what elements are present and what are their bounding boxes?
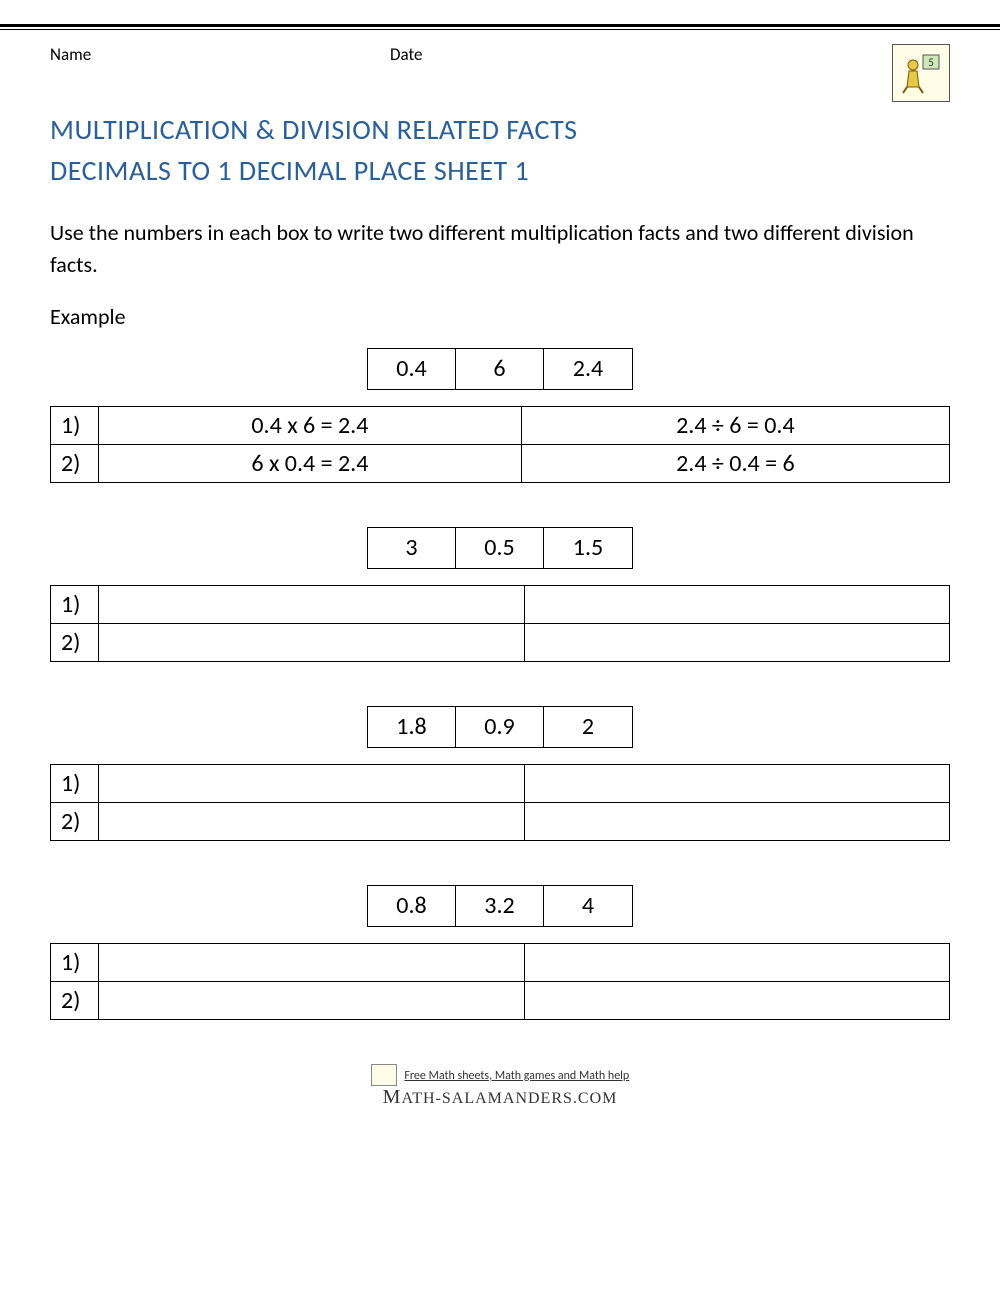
worksheet-title: MULTIPLICATION & DIVISION RELATED FACTS …: [50, 110, 870, 191]
facts-table: 1) 2): [50, 764, 950, 841]
mult-cell[interactable]: [99, 623, 525, 661]
title-line-1: MULTIPLICATION & DIVISION RELATED FACTS: [50, 112, 577, 147]
footer-brand: MATH-SALAMANDERS.COM: [383, 1090, 618, 1107]
number-cell: 3: [368, 528, 456, 568]
table-row: 1): [51, 764, 950, 802]
row-index: 1): [51, 943, 99, 981]
number-box-wrap: 0.4 6 2.4: [50, 348, 950, 390]
div-cell[interactable]: [524, 943, 950, 981]
div-cell[interactable]: [524, 585, 950, 623]
number-cell: 4: [544, 886, 632, 926]
title-line-2: DECIMALS TO 1 DECIMAL PLACE SHEET 1: [50, 153, 529, 188]
number-cell: 0.4: [368, 349, 456, 389]
svg-text:5: 5: [928, 56, 934, 69]
section-3: 0.8 3.2 4 1) 2): [50, 885, 950, 1020]
number-cell: 2.4: [544, 349, 632, 389]
number-box-wrap: 3 0.5 1.5: [50, 527, 950, 569]
table-row: 1) 0.4 x 6 = 2.4 2.4 ÷ 6 = 0.4: [51, 406, 950, 444]
div-cell[interactable]: [524, 764, 950, 802]
number-box-wrap: 0.8 3.2 4: [50, 885, 950, 927]
facts-table: 1) 2): [50, 943, 950, 1020]
instructions-text: Use the numbers in each box to write two…: [50, 217, 950, 281]
number-cell: 1.8: [368, 707, 456, 747]
row-index: 2): [51, 623, 99, 661]
row-index: 2): [51, 802, 99, 840]
mult-cell: 0.4 x 6 = 2.4: [99, 406, 522, 444]
number-cell: 0.5: [456, 528, 544, 568]
number-cell: 1.5: [544, 528, 632, 568]
table-row: 2): [51, 802, 950, 840]
row-index: 1): [51, 585, 99, 623]
number-box: 3 0.5 1.5: [367, 527, 633, 569]
content-area: Name Date 5 MULTIPLICATION & DIVISION RE…: [0, 30, 1000, 1159]
facts-table: 1) 2): [50, 585, 950, 662]
table-row: 1): [51, 585, 950, 623]
row-index: 1): [51, 406, 99, 444]
mult-cell[interactable]: [99, 981, 525, 1019]
number-box: 1.8 0.9 2: [367, 706, 633, 748]
div-cell[interactable]: [524, 802, 950, 840]
div-cell[interactable]: [524, 981, 950, 1019]
facts-table: 1) 0.4 x 6 = 2.4 2.4 ÷ 6 = 0.4 2) 6 x 0.…: [50, 406, 950, 483]
footer: Free Math sheets, Math games and Math he…: [50, 1064, 950, 1139]
row-index: 2): [51, 981, 99, 1019]
table-row: 2): [51, 981, 950, 1019]
div-cell[interactable]: [524, 623, 950, 661]
row-index: 2): [51, 444, 99, 482]
div-cell: 2.4 ÷ 0.4 = 6: [521, 444, 949, 482]
number-cell: 3.2: [456, 886, 544, 926]
number-cell: 6: [456, 349, 544, 389]
mult-cell: 6 x 0.4 = 2.4: [99, 444, 522, 482]
section-example: 0.4 6 2.4 1) 0.4 x 6 = 2.4 2.4 ÷ 6 = 0.4…: [50, 348, 950, 483]
table-row: 1): [51, 943, 950, 981]
name-label: Name: [50, 44, 390, 65]
worksheet-page: Name Date 5 MULTIPLICATION & DIVISION RE…: [0, 24, 1000, 1159]
example-label: Example: [50, 303, 950, 330]
section-1: 3 0.5 1.5 1) 2): [50, 527, 950, 662]
number-box: 0.8 3.2 4: [367, 885, 633, 927]
footer-logo-icon: [371, 1064, 397, 1086]
number-box: 0.4 6 2.4: [367, 348, 633, 390]
number-cell: 0.9: [456, 707, 544, 747]
header-row: Name Date 5: [50, 44, 950, 102]
number-cell: 0.8: [368, 886, 456, 926]
div-cell: 2.4 ÷ 6 = 0.4: [521, 406, 949, 444]
number-box-wrap: 1.8 0.9 2: [50, 706, 950, 748]
section-2: 1.8 0.9 2 1) 2): [50, 706, 950, 841]
number-cell: 2: [544, 707, 632, 747]
row-index: 1): [51, 764, 99, 802]
footer-tagline: Free Math sheets, Math games and Math he…: [404, 1069, 629, 1083]
logo-icon: 5: [892, 44, 950, 102]
date-label: Date: [390, 44, 892, 65]
mult-cell[interactable]: [99, 764, 525, 802]
mult-cell[interactable]: [99, 585, 525, 623]
mult-cell[interactable]: [99, 802, 525, 840]
table-row: 2): [51, 623, 950, 661]
table-row: 2) 6 x 0.4 = 2.4 2.4 ÷ 0.4 = 6: [51, 444, 950, 482]
mult-cell[interactable]: [99, 943, 525, 981]
